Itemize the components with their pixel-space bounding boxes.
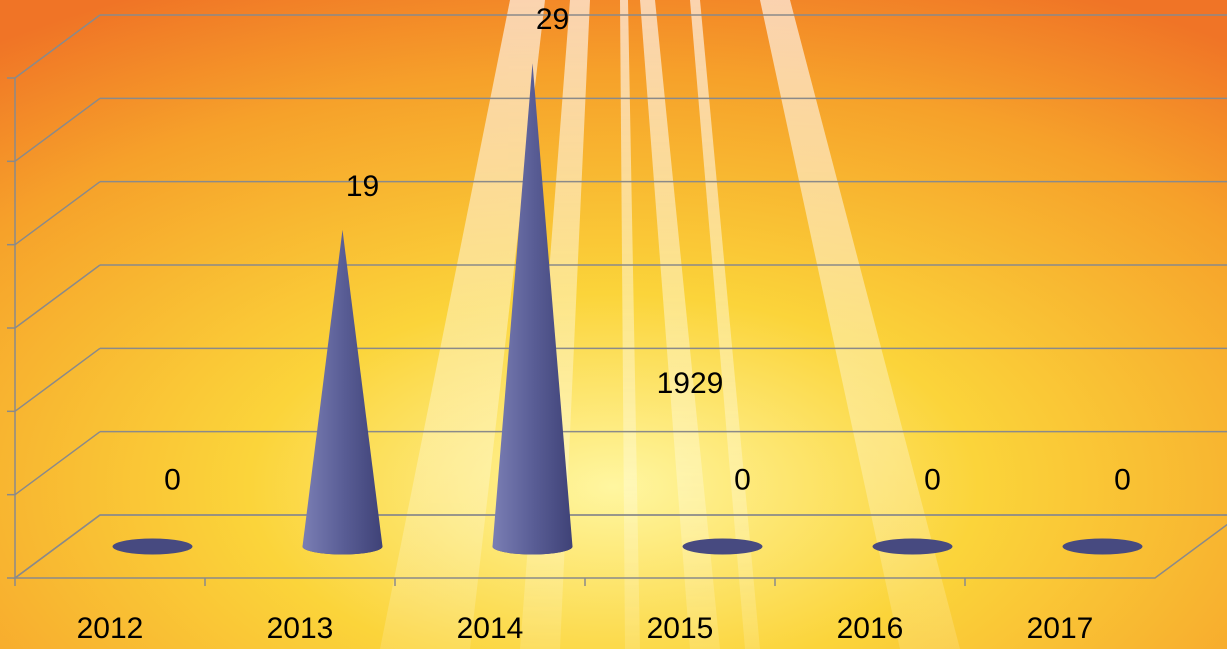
cone-base <box>682 538 763 555</box>
value-label: 0 <box>164 463 181 496</box>
annotation: 1929 <box>657 367 724 400</box>
value-label: 0 <box>924 463 941 496</box>
side-grid-line <box>14 181 101 246</box>
cone-base <box>872 538 953 555</box>
x-tick-label: 2016 <box>837 612 904 645</box>
x-tick-label: 2012 <box>77 612 144 645</box>
value-label: 0 <box>734 463 751 496</box>
side-grid-line <box>14 347 101 412</box>
value-label: 29 <box>536 3 569 36</box>
side-grid-line <box>14 14 101 79</box>
side-grid-line <box>14 431 101 496</box>
cone <box>492 63 573 555</box>
side-grid-line <box>14 97 101 162</box>
cone-base <box>112 538 193 555</box>
side-grid-line <box>14 514 101 579</box>
x-tick-label: 2014 <box>457 612 524 645</box>
x-tick-label: 2013 <box>267 612 334 645</box>
x-tick-label: 2015 <box>647 612 714 645</box>
light-rays <box>380 0 960 649</box>
value-label: 19 <box>346 170 379 203</box>
cone <box>302 229 383 555</box>
value-label: 0 <box>1114 463 1131 496</box>
cone-base <box>1062 538 1143 555</box>
x-tick-label: 2017 <box>1027 612 1094 645</box>
side-grid-line <box>14 264 101 329</box>
